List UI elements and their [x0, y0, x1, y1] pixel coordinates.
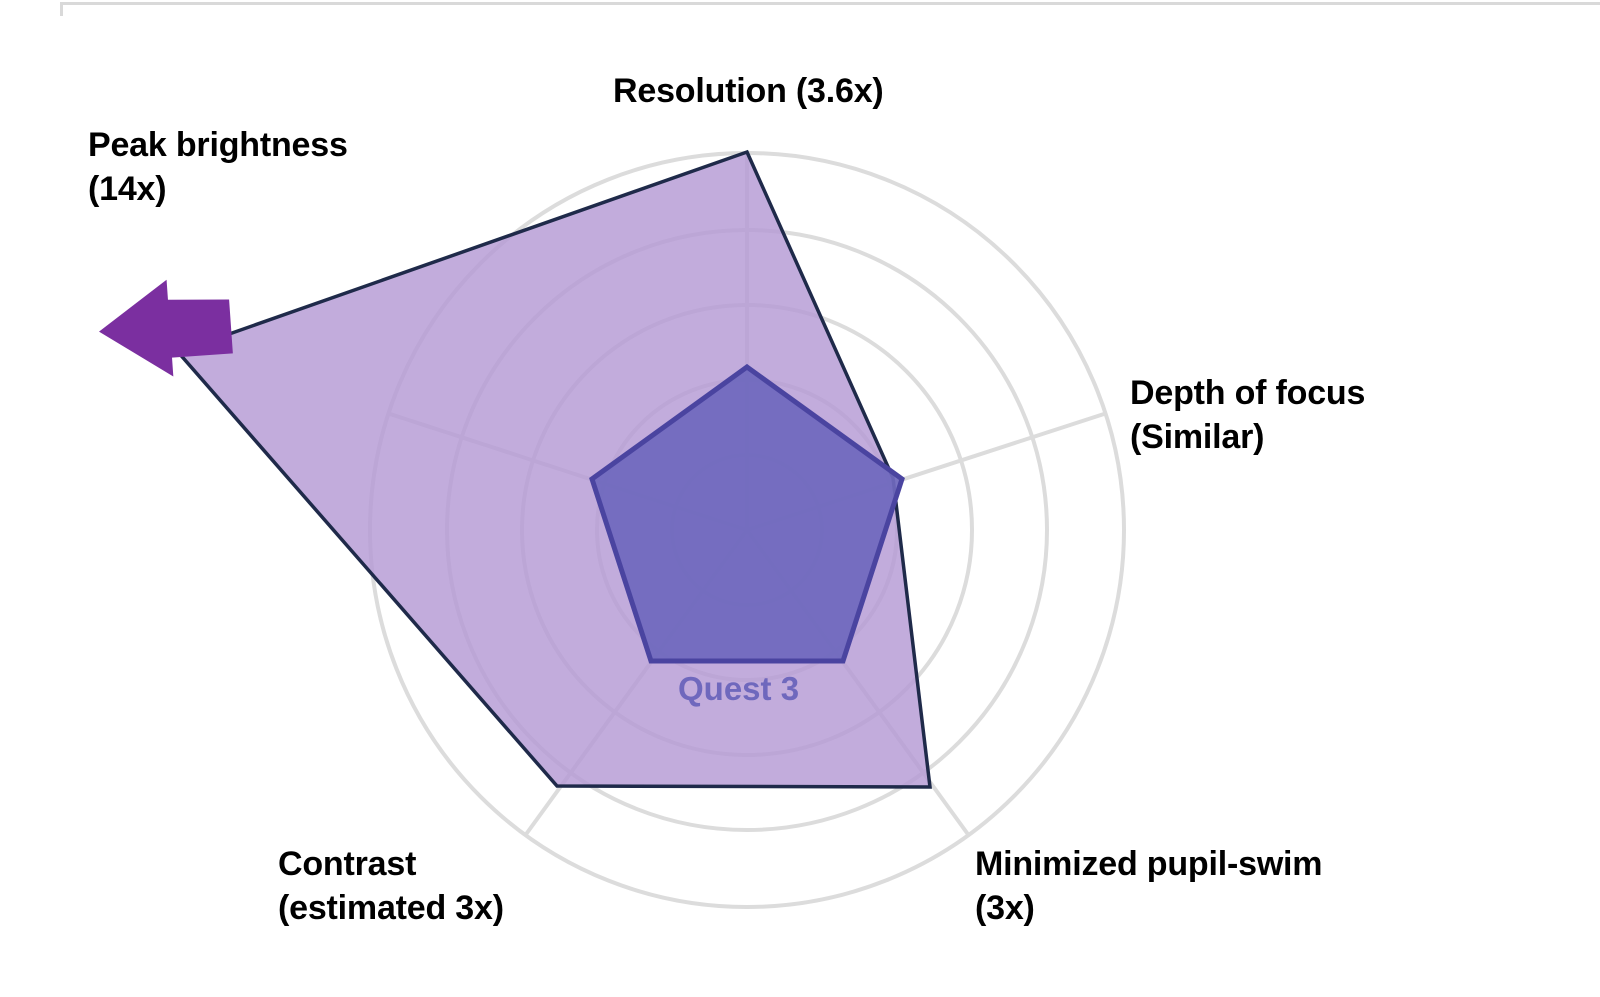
axis-label-peak-brightness-line2: (14x) — [88, 169, 167, 208]
axis-label-contrast-line1: Contrast — [278, 845, 417, 883]
peak-brightness-arrow-icon — [99, 279, 233, 377]
series-label-quest3: Quest 3 — [678, 670, 800, 707]
slide-left-divider — [60, 2, 63, 16]
axis-label-depth-of-focus: Depth of focus (Similar) — [1130, 372, 1365, 459]
axis-label-pupil-swim: Minimized pupil-swim (3x) — [975, 843, 1323, 930]
axis-label-pupil-swim-line2: (3x) — [975, 888, 1035, 927]
slide-top-divider — [60, 2, 1600, 5]
axis-label-depth-of-focus-line2: (Similar) — [1130, 417, 1265, 456]
axis-label-pupil-swim-line1: Minimized pupil-swim — [975, 845, 1323, 883]
axis-label-resolution-line1: Resolution (3.6x) — [613, 72, 884, 110]
axis-label-peak-brightness: Peak brightness (14x) — [88, 124, 348, 211]
axis-label-resolution: Resolution (3.6x) — [613, 70, 884, 114]
axis-label-contrast: Contrast (estimated 3x) — [278, 843, 504, 930]
axis-label-depth-of-focus-line1: Depth of focus — [1130, 374, 1366, 412]
axis-label-contrast-line2: (estimated 3x) — [278, 888, 504, 927]
series-area-quest3 — [589, 363, 905, 664]
axis-label-peak-brightness-line1: Peak brightness — [88, 126, 348, 164]
